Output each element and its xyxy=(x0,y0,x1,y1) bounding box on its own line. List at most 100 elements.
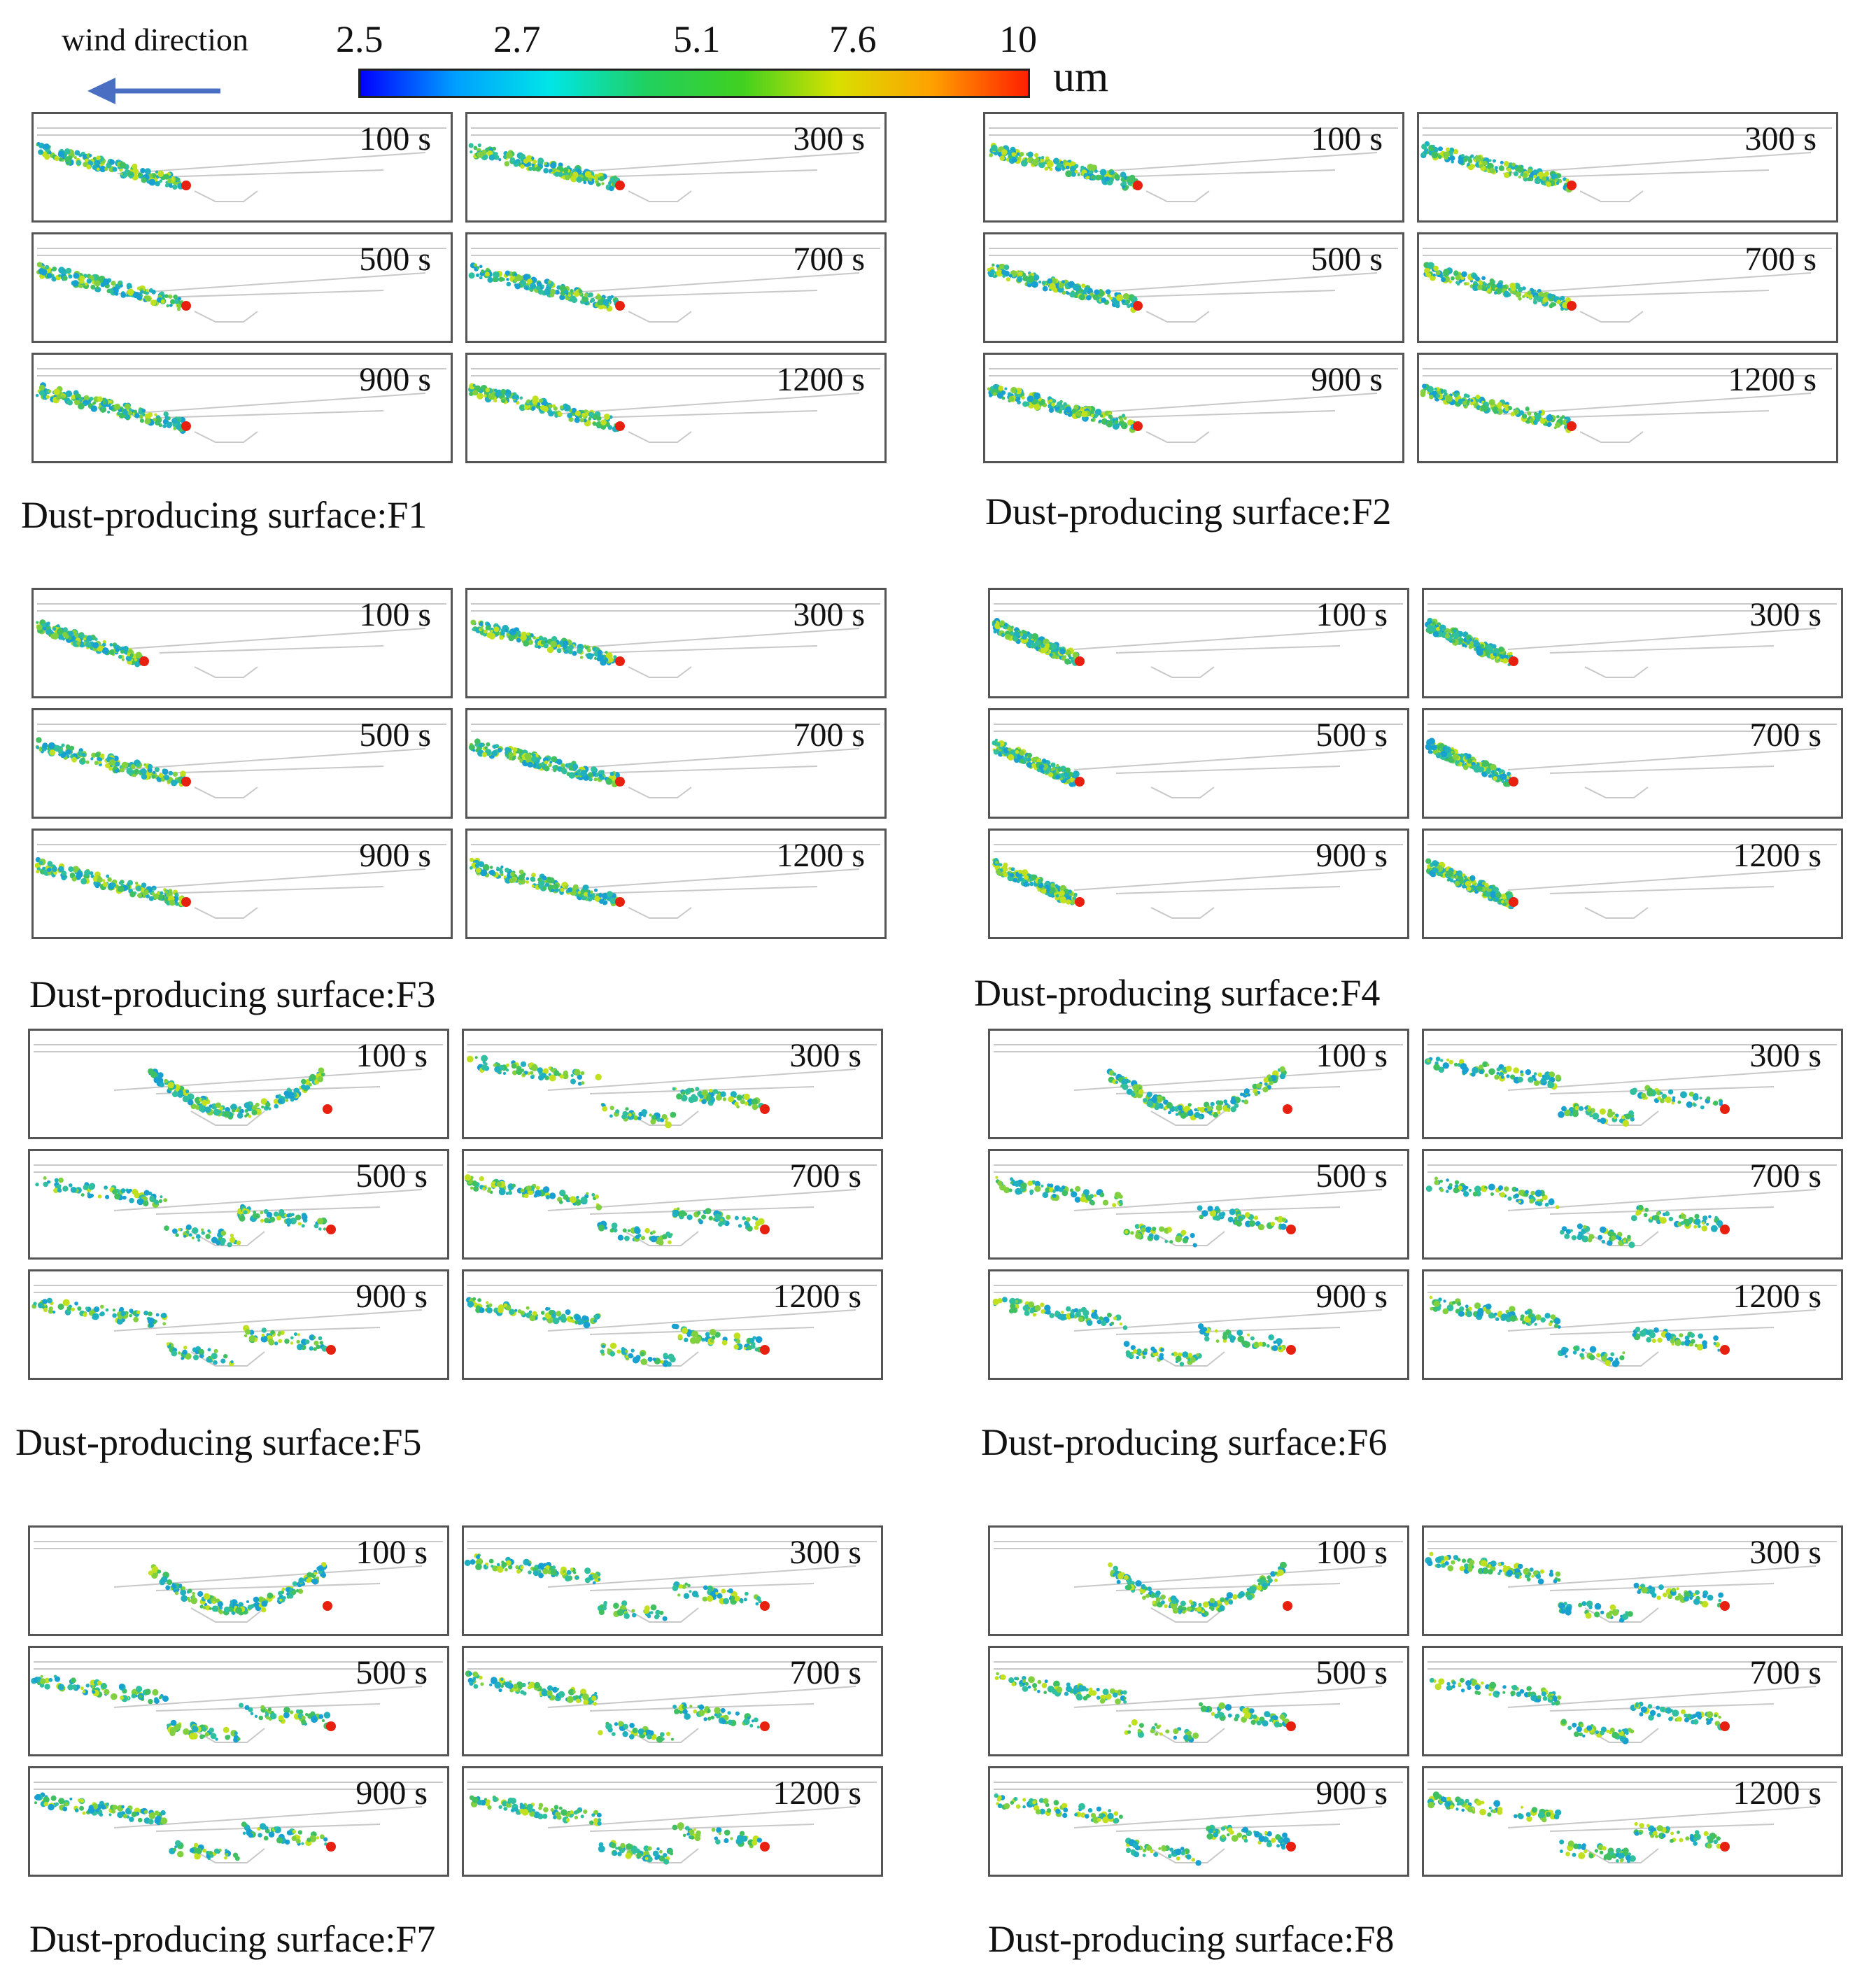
particle-plume-plot xyxy=(994,1661,1403,1743)
particle-plume-plot xyxy=(470,603,880,678)
time-label: 900 s xyxy=(355,1775,428,1812)
time-label: 700 s xyxy=(789,1654,861,1691)
particle-plume-plot xyxy=(1427,1782,1837,1863)
particle-plume-plot xyxy=(1425,724,1837,798)
colorbar xyxy=(358,69,1030,98)
time-panel: 100 s xyxy=(28,1029,449,1139)
time-label: 300 s xyxy=(793,596,865,633)
particle-plume-plot xyxy=(1427,1661,1837,1744)
time-panel: 700 s xyxy=(1422,708,1843,819)
particle-plume-plot xyxy=(987,248,1398,323)
time-label: 300 s xyxy=(1749,596,1821,633)
particle-plume-plot xyxy=(989,127,1398,202)
time-label: 300 s xyxy=(793,120,865,157)
time-panel: 300 s xyxy=(462,1029,883,1139)
time-label: 700 s xyxy=(1749,1654,1821,1691)
group-f2: 100 s 300 s 500 s 700 s 900 s 1200 s xyxy=(983,112,1865,518)
time-label: 500 s xyxy=(359,717,431,754)
particle-plume-plot xyxy=(35,724,446,798)
particle-plume-plot xyxy=(1427,1285,1837,1367)
wind-direction-label: wind direction xyxy=(62,22,248,57)
particle-plume-plot xyxy=(994,1541,1403,1623)
time-panel: 100 s xyxy=(988,1525,1409,1636)
time-panel: 900 s xyxy=(28,1766,449,1877)
time-label: 700 s xyxy=(1749,1157,1821,1194)
time-label: 900 s xyxy=(355,1278,428,1315)
time-panel: 100 s xyxy=(988,588,1409,698)
group-caption: Dust-producing surface:F7 xyxy=(29,1918,436,1960)
group-f6: 100 s 300 s 500 s 700 s 900 s 1200 s xyxy=(988,1029,1870,1434)
time-panel: 100 s xyxy=(31,112,453,223)
time-panel: 1200 s xyxy=(462,1269,883,1380)
colorbar-tick-label: 2.5 xyxy=(336,18,383,60)
time-panel: 300 s xyxy=(465,588,887,698)
group-caption: Dust-producing surface:F5 xyxy=(15,1421,422,1463)
time-panel: 500 s xyxy=(988,708,1409,819)
time-label: 300 s xyxy=(789,1534,861,1571)
particle-plume-plot xyxy=(1425,1164,1837,1248)
time-label: 300 s xyxy=(789,1037,861,1074)
time-label: 900 s xyxy=(359,837,431,874)
time-label: 100 s xyxy=(355,1534,428,1571)
time-panel: 900 s xyxy=(988,1766,1409,1877)
time-panel: 1200 s xyxy=(465,829,887,939)
time-label: 300 s xyxy=(1749,1534,1821,1571)
particle-plume-plot xyxy=(1420,368,1832,443)
particle-plume-plot xyxy=(994,1782,1403,1866)
particle-plume-plot xyxy=(1424,1044,1837,1127)
time-panel: 500 s xyxy=(983,232,1404,343)
particle-plume-plot xyxy=(466,1044,877,1129)
time-panel: 1200 s xyxy=(462,1766,883,1877)
particle-plume-plot xyxy=(1425,603,1837,678)
particle-plume-plot xyxy=(994,1044,1403,1126)
group-f3: 100 s 300 s 500 s 700 s 900 s 1200 s xyxy=(31,588,913,994)
particle-plume-plot xyxy=(987,368,1398,443)
time-label: 1200 s xyxy=(776,837,865,874)
time-panel: 300 s xyxy=(1417,112,1838,223)
particle-plume-plot xyxy=(35,368,446,443)
group-caption: Dust-producing surface:F8 xyxy=(988,1918,1395,1960)
time-panel: 900 s xyxy=(988,829,1409,939)
particle-plume-plot xyxy=(994,1164,1403,1248)
group-caption: Dust-producing surface:F4 xyxy=(974,972,1381,1014)
particle-plume-plot xyxy=(992,603,1403,678)
time-label: 900 s xyxy=(1311,361,1383,398)
particle-plume-plot xyxy=(468,127,880,202)
time-panel: 500 s xyxy=(31,232,453,343)
particle-plume-plot xyxy=(468,368,880,443)
time-label: 700 s xyxy=(793,241,865,278)
group-caption: Dust-producing surface:F6 xyxy=(981,1421,1388,1463)
colorbar-tick-label: 10 xyxy=(999,18,1037,60)
group-f7: 100 s 300 s 500 s 700 s 900 s 1200 s xyxy=(28,1525,910,1931)
time-panel: 700 s xyxy=(465,708,887,819)
time-label: 1200 s xyxy=(776,361,865,398)
time-label: 700 s xyxy=(789,1157,861,1194)
particle-plume-plot xyxy=(36,248,446,323)
time-label: 100 s xyxy=(1316,1534,1388,1571)
colorbar-tick-label: 5.1 xyxy=(673,18,721,60)
time-label: 100 s xyxy=(355,1037,428,1074)
group-f8: 100 s 300 s 500 s 700 s 900 s 1200 s xyxy=(988,1525,1870,1931)
particle-plume-plot xyxy=(469,844,880,919)
time-panel: 900 s xyxy=(31,829,453,939)
time-label: 500 s xyxy=(1316,1654,1388,1691)
group-caption: Dust-producing surface:F2 xyxy=(985,491,1392,533)
time-panel: 500 s xyxy=(988,1646,1409,1756)
time-panel: 300 s xyxy=(1422,1525,1843,1636)
particle-plume-plot xyxy=(467,1782,877,1865)
colorbar-tick-label: 7.6 xyxy=(829,18,877,60)
group-f4: 100 s 300 s 500 s 700 s 900 s 1200 s xyxy=(988,588,1870,994)
time-panel: 100 s xyxy=(983,112,1404,223)
particle-plume-plot xyxy=(34,844,446,919)
particle-plume-plot xyxy=(34,1541,443,1623)
time-panel: 900 s xyxy=(983,353,1404,463)
time-panel: 500 s xyxy=(31,708,453,819)
time-label: 700 s xyxy=(1744,241,1817,278)
time-label: 100 s xyxy=(1316,596,1388,633)
time-panel: 300 s xyxy=(462,1525,883,1636)
time-label: 500 s xyxy=(359,241,431,278)
particle-plume-plot xyxy=(468,724,880,798)
particle-plume-plot xyxy=(1425,844,1837,919)
time-panel: 100 s xyxy=(988,1029,1409,1139)
time-label: 500 s xyxy=(1316,717,1388,754)
